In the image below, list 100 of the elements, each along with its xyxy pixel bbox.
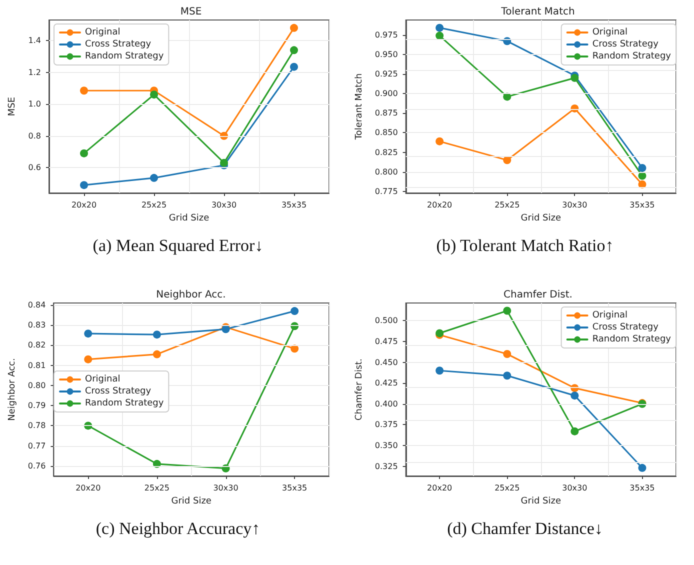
- point: [152, 350, 161, 358]
- legend-label: Cross Strategy: [592, 40, 660, 50]
- y-tick-label: 0.850: [374, 128, 398, 138]
- chart-title: Tolerant Match: [500, 6, 575, 18]
- y-tick-label: 0.425: [374, 378, 398, 388]
- text: (d) Chamfer Distance↓: [447, 519, 603, 538]
- y-tick-label: 0.79: [28, 401, 46, 410]
- y-tick-label: 1.2: [28, 68, 41, 77]
- legend-label: Cross Strategy: [85, 40, 152, 50]
- point: [220, 158, 228, 167]
- x-tick-label: 20x20: [427, 200, 452, 210]
- y-tick-label: 0.81: [28, 360, 46, 370]
- y-tick-label: 0.875: [374, 108, 398, 118]
- y-axis-title: MSE: [8, 96, 18, 116]
- legend-label: Original: [592, 28, 628, 38]
- legend-label: Cross Strategy: [592, 322, 660, 332]
- legend-label: Original: [85, 28, 120, 38]
- legend-label: Random Strategy: [592, 52, 672, 62]
- y-tick-label: 0.500: [374, 316, 398, 326]
- point: [436, 32, 444, 40]
- chart-title: Neighbor Acc.: [156, 290, 226, 300]
- y-tick-label: 0.800: [374, 167, 398, 176]
- x-tick-label: 30x30: [562, 484, 588, 492]
- y-tick-label: 1.4: [28, 36, 41, 46]
- point: [84, 355, 92, 364]
- y-tick-label: 0.83: [28, 320, 46, 330]
- y-tick-label: 0.900: [374, 89, 398, 98]
- point: [436, 137, 444, 146]
- point: [290, 46, 298, 54]
- point: [152, 330, 161, 339]
- x-tick-label: 25x25: [141, 200, 167, 210]
- point: [570, 427, 579, 436]
- y-tick-label: 1.0: [28, 100, 41, 109]
- y-tick-label: 0.82: [28, 340, 46, 350]
- y-tick-label: 0.77: [28, 441, 46, 450]
- y-tick-label: 0.80: [28, 380, 46, 390]
- x-tick-label: 30x30: [562, 200, 588, 210]
- point: [150, 90, 158, 99]
- point: [503, 372, 512, 380]
- y-tick-label: 0.450: [374, 358, 398, 367]
- point: [503, 156, 512, 164]
- y-tick-label: 0.350: [374, 440, 398, 450]
- point: [80, 86, 88, 95]
- x-tick-label: 30x30: [213, 484, 238, 492]
- y-tick-label: 0.475: [374, 337, 398, 346]
- text: (b) Tolerant Match Ratio↑: [436, 236, 614, 255]
- y-tick-label: 0.925: [374, 70, 398, 79]
- point: [436, 366, 444, 375]
- y-axis-title: Tolerant Match: [354, 73, 364, 141]
- x-tick-label: 35x35: [282, 484, 308, 492]
- y-tick-label: 0.8: [28, 131, 41, 140]
- y-tick-label: 0.325: [374, 462, 398, 471]
- y-tick-label: 0.78: [28, 421, 46, 430]
- y-axis-title: Chamfer Dist.: [354, 358, 364, 421]
- y-tick-label: 0.775: [374, 186, 398, 196]
- point: [80, 181, 88, 190]
- legend-label: Random Strategy: [85, 398, 164, 408]
- x-tick-label: 25x25: [494, 200, 520, 210]
- legend-label: Cross Strategy: [85, 386, 152, 396]
- point: [290, 24, 298, 32]
- x-tick-label: 20x20: [427, 484, 452, 492]
- x-axis-title: Grid Size: [520, 496, 562, 506]
- x-axis-title: Grid Size: [520, 213, 562, 224]
- legend-label: Original: [592, 310, 628, 320]
- x-tick-label: 20x20: [71, 200, 97, 210]
- x-tick-label: 20x20: [76, 484, 101, 492]
- x-axis-title: Grid Size: [171, 496, 212, 506]
- y-tick-label: 0.76: [28, 461, 46, 470]
- point: [290, 307, 299, 316]
- point: [290, 62, 298, 71]
- x-tick-label: 30x30: [211, 200, 237, 210]
- x-tick-label: 35x35: [630, 200, 655, 210]
- y-tick-label: 0.825: [374, 148, 398, 157]
- text: (c) Neighbor Accuracy↑: [96, 519, 260, 538]
- point: [638, 464, 646, 472]
- y-tick-label: 0.84: [28, 300, 46, 310]
- point: [570, 392, 579, 400]
- point: [503, 350, 512, 358]
- point: [638, 164, 646, 172]
- point: [80, 149, 88, 158]
- y-tick-label: 0.400: [374, 399, 398, 408]
- legend-label: Random Strategy: [85, 52, 164, 62]
- x-tick-label: 35x35: [281, 200, 307, 210]
- y-tick-label: 0.975: [374, 30, 398, 40]
- chart-title: Chamfer Dist.: [504, 290, 572, 300]
- y-tick-label: 0.375: [374, 420, 398, 430]
- text: (a) Mean Squared Error↓: [92, 236, 264, 255]
- x-tick-label: 25x25: [144, 484, 170, 492]
- point: [503, 306, 512, 315]
- legend-label: Original: [85, 374, 120, 384]
- point: [290, 344, 299, 353]
- y-tick-label: 0.6: [28, 163, 41, 172]
- point: [436, 24, 444, 32]
- x-axis-title: Grid Size: [168, 213, 210, 224]
- y-tick-label: 0.950: [374, 50, 398, 59]
- y-axis-title: Neighbor Acc.: [8, 358, 18, 421]
- legend-label: Random Strategy: [592, 334, 672, 344]
- point: [84, 330, 92, 338]
- x-tick-label: 25x25: [494, 484, 520, 492]
- point: [150, 174, 158, 182]
